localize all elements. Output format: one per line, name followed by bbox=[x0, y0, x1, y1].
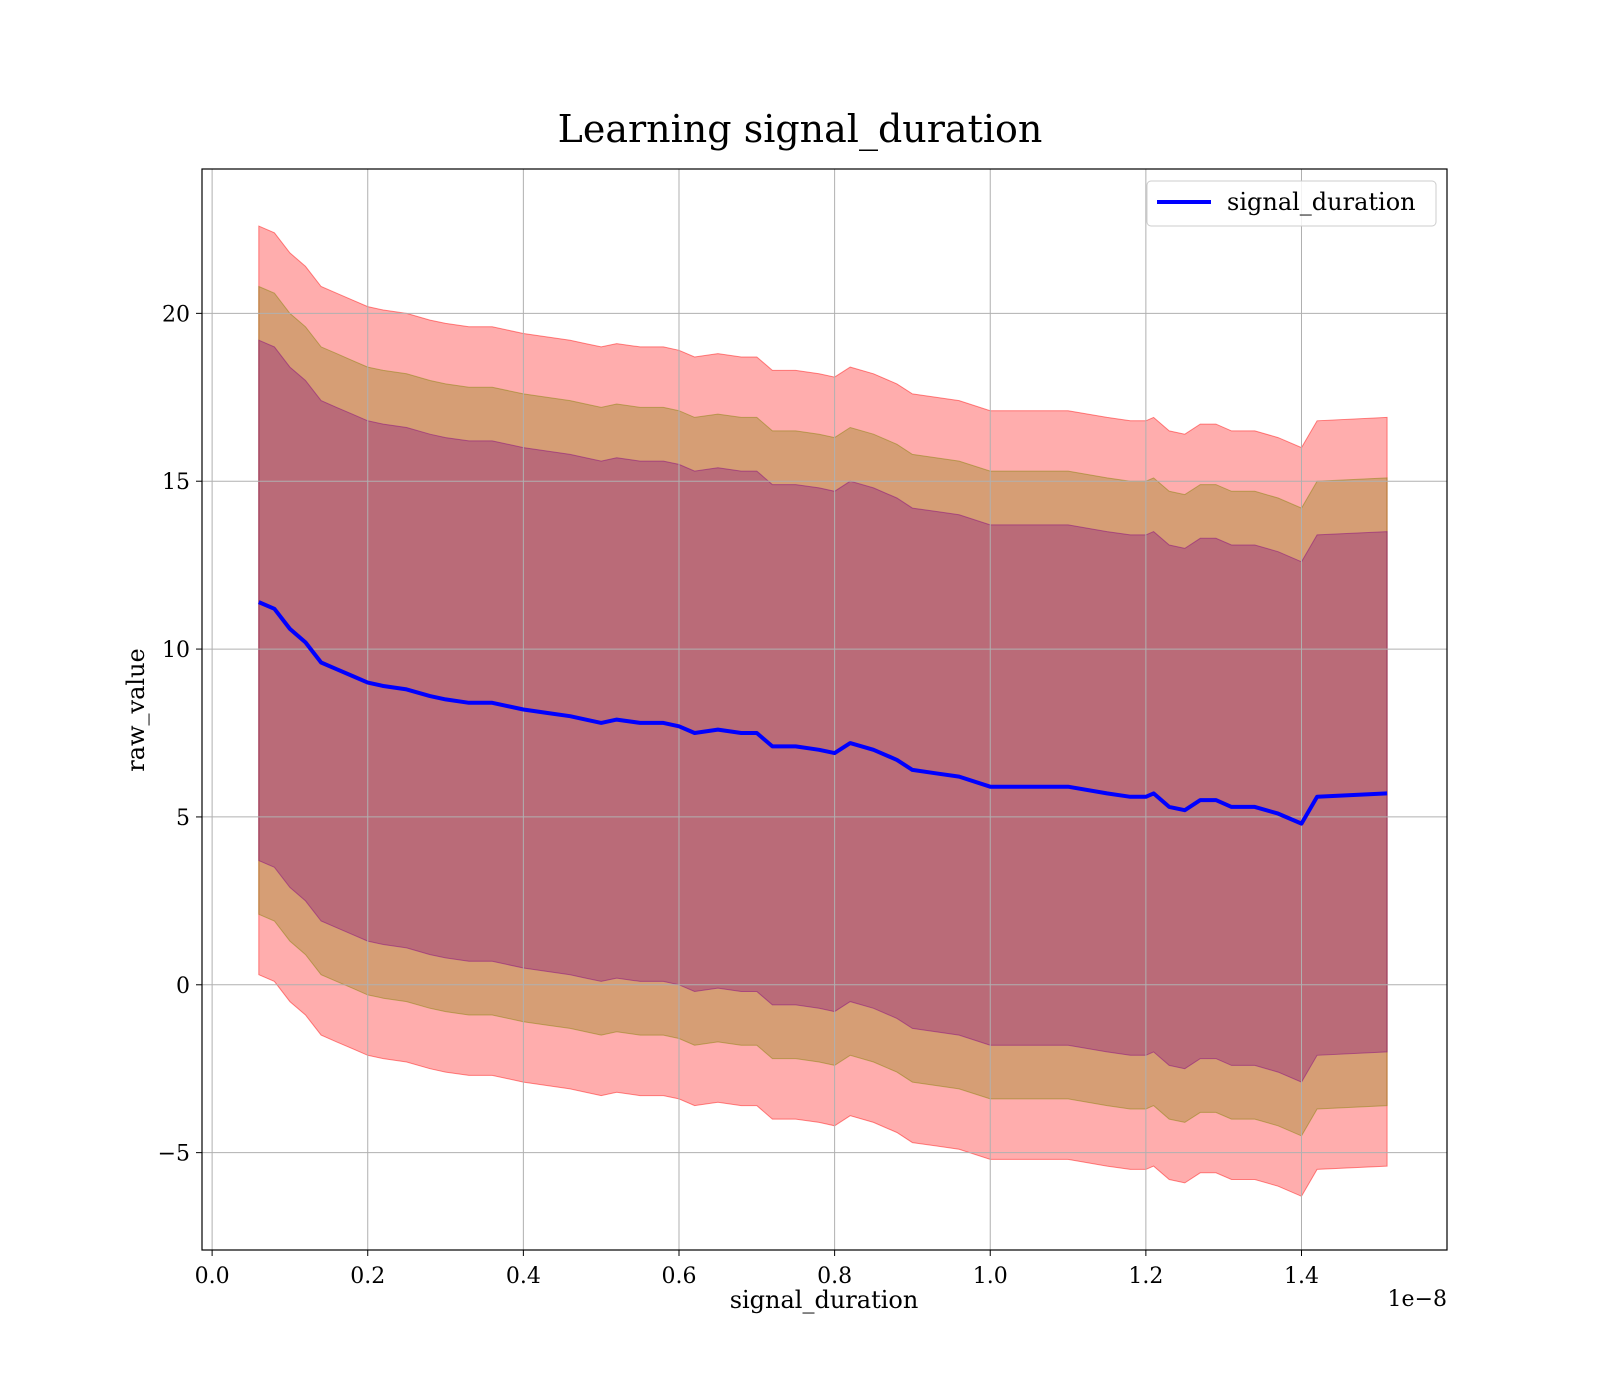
plot-frame bbox=[201, 168, 1448, 1251]
x-tick-label: 0.6 bbox=[661, 1264, 696, 1289]
x-axis-label: signal_duration bbox=[730, 1286, 919, 1314]
x-tick-label: 0.4 bbox=[506, 1264, 541, 1289]
grid-lines bbox=[202, 169, 1447, 1250]
y-tick-label: 20 bbox=[162, 302, 190, 327]
series-lines bbox=[258, 600, 1388, 826]
y-tick-label: 15 bbox=[162, 470, 190, 495]
y-tick-label: 5 bbox=[176, 806, 190, 831]
chart-title: Learning signal_duration bbox=[558, 107, 1043, 152]
x-tick-label: 1.0 bbox=[973, 1264, 1008, 1289]
confidence-band-1 bbox=[258, 225, 1388, 1197]
confidence-band-2 bbox=[258, 285, 1388, 1137]
series-line-signal-duration bbox=[258, 600, 1388, 826]
plot-background bbox=[202, 169, 1447, 1250]
x-axis-multiplier: 1e−8 bbox=[1388, 1287, 1447, 1312]
y-tick-label: −5 bbox=[158, 1142, 190, 1167]
x-tick-label: 1.4 bbox=[1284, 1264, 1319, 1289]
legend-label-signal-duration: signal_duration bbox=[1227, 188, 1416, 216]
legend: signal_duration bbox=[1146, 180, 1437, 227]
x-tick-label: 1.2 bbox=[1128, 1264, 1163, 1289]
y-axis-label: raw_value bbox=[122, 648, 150, 772]
y-tick-label: 0 bbox=[176, 974, 190, 999]
legend-box bbox=[1146, 180, 1437, 227]
confidence-band-3 bbox=[258, 339, 1388, 1083]
x-tick-label: 0.8 bbox=[817, 1264, 852, 1289]
uncertainty-bands bbox=[258, 225, 1388, 1197]
x-axis-ticks: 0.0 0.2 0.4 0.6 0.8 1.0 1.2 1.4 bbox=[195, 1250, 1319, 1289]
y-axis-ticks: −5 0 5 10 15 20 bbox=[158, 302, 202, 1167]
x-tick-label: 0.2 bbox=[350, 1264, 385, 1289]
plot-area bbox=[201, 168, 1448, 1251]
y-tick-label: 10 bbox=[162, 638, 190, 663]
x-tick-label: 0.0 bbox=[195, 1264, 230, 1289]
